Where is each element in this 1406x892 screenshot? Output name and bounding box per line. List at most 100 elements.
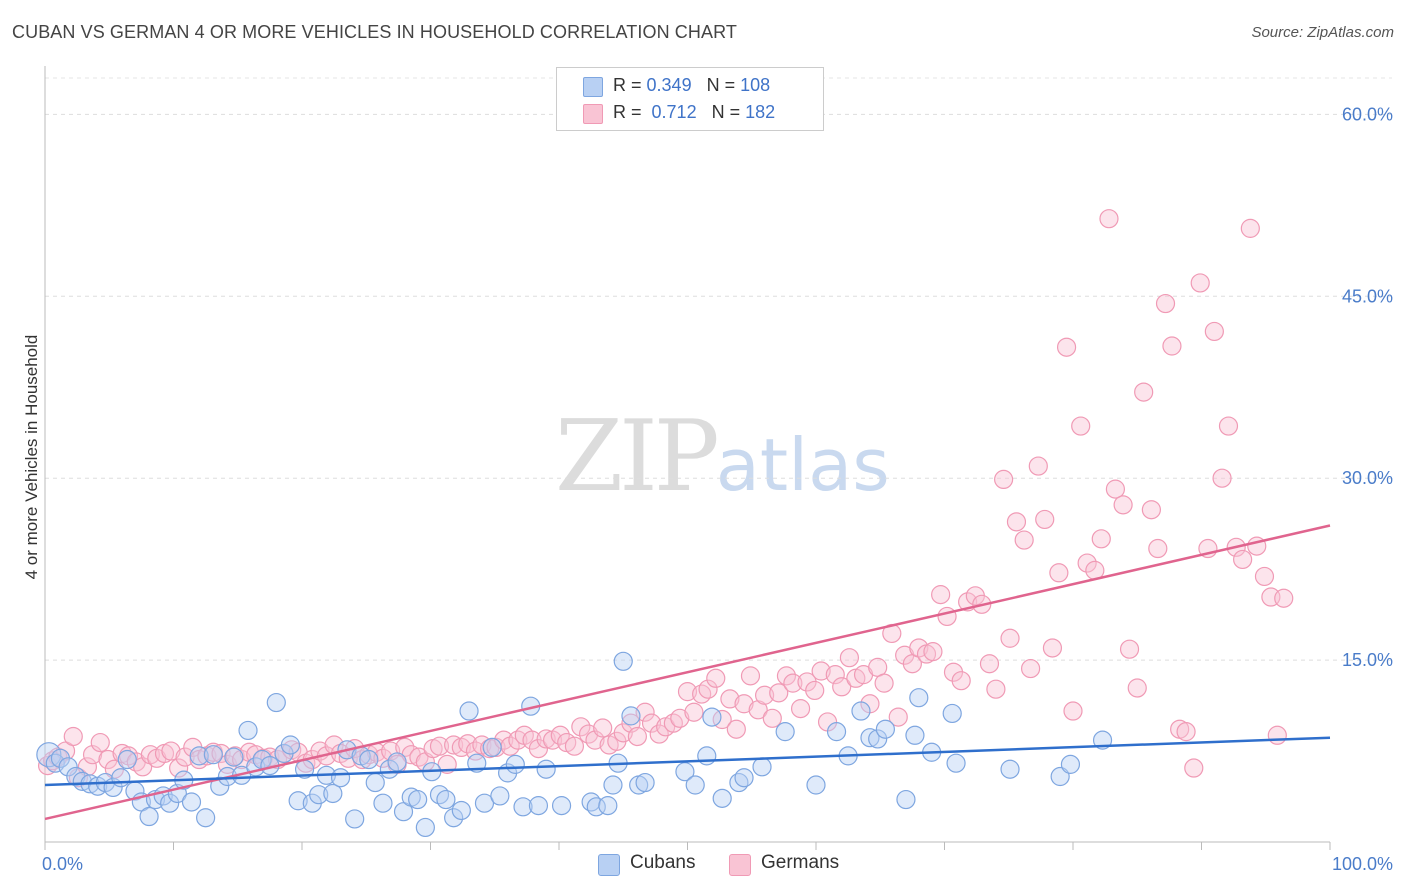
- german-point: [698, 679, 718, 699]
- cuban-point: [685, 775, 705, 795]
- y-tick-label: 45.0%: [1342, 286, 1393, 306]
- german-trend-line: [44, 524, 1331, 821]
- german-point: [811, 661, 831, 681]
- cuban-point: [860, 728, 880, 748]
- german-point: [994, 469, 1014, 490]
- r-label: R =: [613, 75, 642, 95]
- german-point: [451, 737, 471, 758]
- cuban-point: [635, 772, 655, 793]
- cuban-point: [160, 793, 180, 813]
- cuban-point: [528, 796, 549, 816]
- cuban-point: [189, 746, 209, 766]
- german-point: [706, 668, 726, 688]
- n-label: N =: [711, 102, 741, 122]
- cuban-point: [196, 808, 216, 828]
- cuban-legend-label: Cubans: [630, 852, 696, 873]
- cuban-swatch: [598, 854, 620, 876]
- german-point: [197, 746, 217, 766]
- german-point: [1113, 495, 1133, 515]
- german-point: [373, 748, 393, 768]
- german-point: [726, 719, 746, 739]
- german-point: [63, 726, 83, 747]
- tick-labels: 15.0% 30.0% 45.0% 60.0% 0.0% 100.0%: [42, 104, 1393, 874]
- cuban-point: [621, 706, 641, 726]
- cuban-point: [875, 719, 895, 739]
- cuban-point: [806, 775, 826, 795]
- german-point: [1218, 416, 1239, 436]
- german-point: [1176, 722, 1196, 742]
- cuban-point: [905, 725, 925, 745]
- german-legend-label: Germans: [761, 852, 840, 873]
- german-point: [1000, 628, 1020, 648]
- chart-title: CUBAN VS GERMAN 4 OR MORE VEHICLES IN HO…: [12, 22, 737, 42]
- cuban-point: [451, 800, 471, 821]
- german-point: [550, 725, 570, 745]
- cuban-point: [851, 701, 871, 721]
- german-point: [613, 723, 633, 743]
- watermark-zip: ZIP: [555, 400, 720, 514]
- german-point: [627, 726, 647, 747]
- german-point: [564, 736, 585, 756]
- german-point: [1184, 758, 1204, 778]
- german-point: [1204, 321, 1224, 342]
- german-point: [734, 694, 754, 714]
- legend-text-cubans: R = 0.349 N = 108: [613, 75, 770, 96]
- german-point: [1155, 293, 1176, 314]
- german-point: [133, 757, 153, 777]
- cuban-point: [490, 786, 510, 806]
- cuban-trend-line: [44, 736, 1331, 787]
- watermark: ZIPatlas: [555, 400, 890, 514]
- german-point: [986, 679, 1006, 699]
- cuban-point: [482, 737, 502, 758]
- y-tick-label: 30.0%: [1342, 468, 1393, 488]
- cuban-point: [826, 722, 847, 742]
- german-point: [169, 758, 189, 778]
- n-label: N =: [706, 75, 736, 95]
- german-point: [1190, 273, 1210, 293]
- cuban-point: [436, 789, 456, 810]
- german-point: [1212, 468, 1232, 488]
- german-point: [839, 648, 860, 668]
- grid-lines: [45, 77, 1392, 661]
- german-point: [429, 736, 450, 756]
- german-point: [754, 685, 775, 705]
- german-point: [593, 718, 613, 738]
- cuban-point: [752, 757, 772, 777]
- german-point: [776, 666, 797, 686]
- german-point: [536, 729, 556, 749]
- cuban-point: [210, 776, 230, 796]
- german-point: [1240, 218, 1260, 238]
- german-point: [740, 666, 761, 686]
- german-point: [1233, 549, 1253, 570]
- german-point: [677, 682, 698, 702]
- german-point: [670, 708, 690, 728]
- german-points: [37, 209, 1294, 788]
- cuban-n-value: 108: [740, 75, 771, 95]
- german-point: [762, 708, 782, 728]
- german-point: [951, 671, 971, 691]
- german-point: [458, 734, 478, 754]
- german-point: [1006, 512, 1027, 532]
- cuban-point: [238, 720, 258, 741]
- cuban-point: [224, 747, 244, 767]
- german-point: [571, 717, 591, 737]
- cuban-point: [203, 745, 223, 765]
- german-point: [790, 699, 811, 719]
- german-n-value: 182: [745, 102, 776, 122]
- cuban-point: [365, 772, 385, 793]
- german-point: [1267, 725, 1287, 745]
- german-point: [1020, 658, 1041, 679]
- cuban-point: [536, 759, 556, 779]
- german-point: [1274, 588, 1294, 608]
- german-point: [923, 642, 943, 662]
- german-point: [1099, 209, 1119, 229]
- cuban-point: [712, 788, 732, 808]
- cuban-r-value: 0.349: [646, 75, 692, 95]
- cuban-point: [117, 749, 137, 770]
- german-point: [1035, 509, 1055, 530]
- cuban-point: [408, 789, 428, 810]
- cuban-point: [72, 771, 92, 791]
- correlation-legend: R = 0.349 N = 108 R = 0.712 N = 182: [556, 67, 824, 131]
- cuban-point: [505, 754, 525, 774]
- axes: [44, 66, 1331, 850]
